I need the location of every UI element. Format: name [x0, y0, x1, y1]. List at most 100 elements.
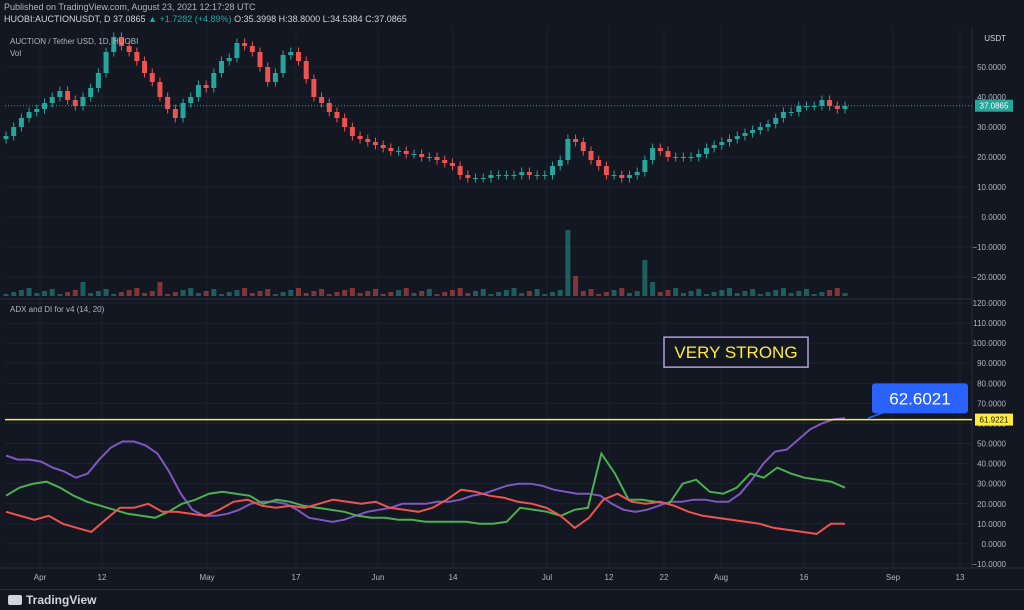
candle — [195, 85, 201, 97]
symbol-quote: HUOBI:AUCTIONUSDT, D 37.0865 ▲ +1.7282 (… — [4, 14, 407, 24]
candle — [388, 148, 394, 151]
tradingview-logo[interactable]: TradingView — [8, 593, 96, 607]
volume-bar — [396, 290, 402, 296]
candle — [642, 160, 648, 172]
candle — [703, 148, 709, 154]
x-tick-label: Jul — [542, 573, 552, 582]
volume-bar — [226, 292, 232, 296]
volume-bar — [319, 289, 325, 296]
volume-bar — [580, 291, 586, 296]
volume-bar — [642, 260, 648, 296]
volume-bar — [411, 293, 417, 296]
last-price-tag — [975, 99, 1013, 112]
volume-bar — [203, 291, 209, 296]
candle — [342, 118, 348, 127]
y-tick-label: 90.0000 — [977, 359, 1006, 368]
candle — [26, 112, 32, 118]
volume-label: Vol — [10, 49, 22, 58]
candle — [673, 157, 679, 158]
candle — [211, 73, 217, 88]
volume-bar — [719, 290, 725, 296]
volume-bar — [280, 292, 286, 296]
symbol-name: HUOBI:AUCTIONUSDT, D — [4, 14, 111, 24]
volume-bar — [372, 289, 378, 296]
candle — [719, 142, 725, 145]
volume-bar — [288, 290, 294, 296]
di-plus-line — [5, 451, 846, 525]
candle — [811, 106, 817, 107]
volume-bar — [727, 288, 733, 296]
volume-bar — [442, 292, 448, 296]
volume-bar — [834, 288, 840, 296]
ohlc-values: O:35.3998 H:38.8000 L:34.5384 C:37.0865 — [234, 14, 407, 24]
y-tick-label: 0.0000 — [982, 213, 1007, 222]
candle — [265, 67, 271, 82]
volume-bar — [257, 291, 263, 296]
volume-bar — [750, 289, 756, 296]
volume-bar — [673, 288, 679, 296]
candle — [142, 61, 148, 73]
candle — [242, 43, 248, 46]
candle — [503, 175, 509, 176]
volume-bar — [573, 276, 579, 296]
candle — [511, 175, 517, 176]
volume-bar — [634, 291, 640, 296]
candle — [118, 37, 124, 46]
candle — [611, 175, 617, 176]
y-tick-label: 50.0000 — [977, 440, 1006, 449]
volume-bar — [211, 289, 217, 296]
last-value: 37.0865 — [113, 14, 146, 24]
volume-bar — [303, 293, 309, 296]
volume-bar — [41, 291, 47, 296]
candle — [188, 97, 194, 103]
volume-bar — [703, 294, 709, 296]
volume-bar — [434, 294, 440, 296]
annotation-box — [663, 336, 809, 368]
candle — [203, 85, 209, 88]
candle — [134, 52, 140, 61]
candle — [111, 37, 117, 52]
volume-bar — [473, 291, 479, 296]
volume-bar — [34, 293, 40, 296]
volume-bar — [811, 294, 817, 296]
candle — [219, 61, 225, 73]
y-tick-label: 40.0000 — [977, 93, 1006, 102]
volume-bar — [180, 290, 186, 296]
x-tick-label: 17 — [292, 573, 301, 582]
y-tick-label: 0.0000 — [982, 540, 1007, 549]
candle — [473, 178, 479, 179]
candle — [734, 136, 740, 139]
candle — [3, 136, 9, 139]
candle — [396, 151, 402, 152]
volume-bar — [557, 290, 563, 296]
candle — [18, 118, 24, 127]
adx-line — [5, 417, 846, 523]
volume-bar — [149, 291, 155, 296]
candle — [580, 142, 586, 151]
candle — [542, 175, 548, 176]
candle — [372, 142, 378, 145]
candle — [319, 97, 325, 103]
candle — [696, 154, 702, 157]
candle — [727, 139, 733, 142]
candle — [827, 100, 833, 106]
candle — [842, 106, 848, 109]
volume-bar — [426, 289, 432, 296]
callout-text: 62.6021 — [889, 389, 950, 408]
volume-bar — [195, 293, 201, 296]
candle — [680, 157, 686, 158]
candle — [711, 145, 717, 148]
volume-bar — [234, 290, 240, 296]
candle — [88, 88, 94, 97]
volume-bar — [380, 294, 386, 296]
candle — [626, 175, 632, 178]
candle — [65, 91, 71, 100]
volume-bar — [3, 294, 9, 296]
candle — [742, 133, 748, 136]
volume-bar — [550, 292, 556, 296]
volume-bar — [496, 292, 502, 296]
annotation-text: VERY STRONG — [674, 343, 797, 362]
y-tick-label: 40.0000 — [977, 460, 1006, 469]
volume-bar — [650, 282, 656, 296]
